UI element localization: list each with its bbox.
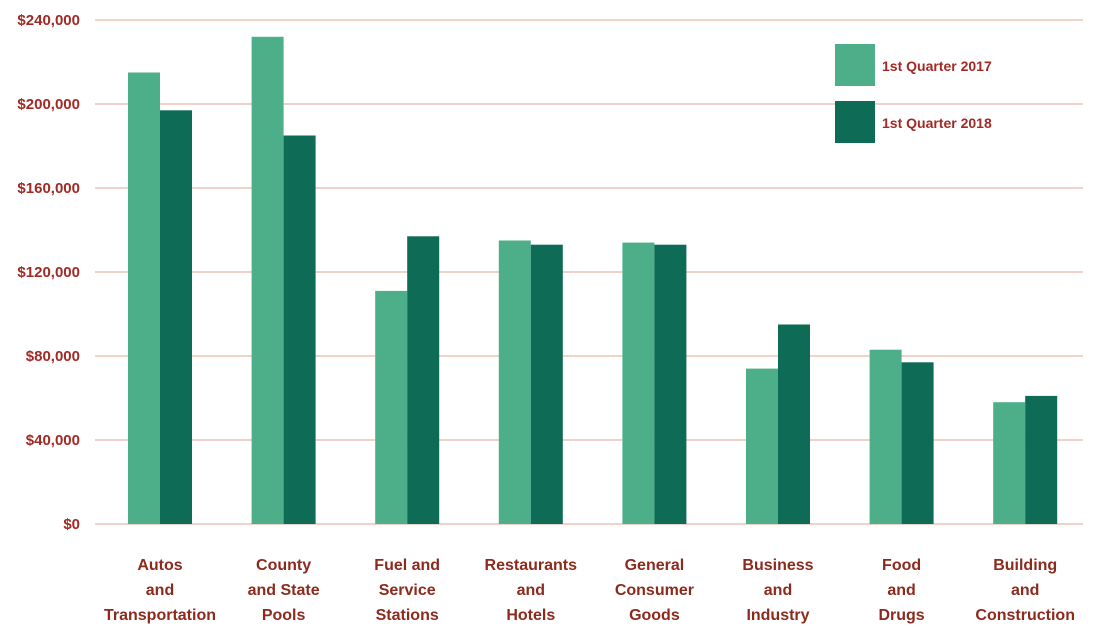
bar-q1-2018 — [407, 236, 440, 525]
y-tick-label: $40,000 — [26, 432, 80, 449]
bar-q1-2018 — [654, 244, 687, 524]
bar-q1-2017 — [746, 368, 778, 524]
x-tick-label: Restaurants and Hotels — [485, 557, 578, 624]
legend: 1st Quarter 2017 1st Quarter 2018 — [835, 44, 992, 143]
y-tick-label: $160,000 — [17, 180, 80, 197]
bar-q1-2018 — [160, 110, 192, 525]
bar-q1-2017 — [869, 349, 902, 524]
bar-q1-2017 — [498, 240, 531, 524]
y-tick-label: $200,000 — [17, 96, 80, 113]
x-tick-label: Business and Industry — [742, 557, 813, 624]
bar-q1-2018 — [283, 135, 316, 524]
bars — [128, 36, 1058, 525]
x-tick-label: County and State Pools — [248, 557, 320, 624]
bar-q1-2017 — [251, 36, 284, 525]
bar-q1-2018 — [1025, 395, 1058, 524]
bar-q1-2018 — [530, 244, 563, 524]
legend-label: 1st Quarter 2017 — [882, 58, 992, 74]
x-tick-label: Autos and Transportation — [104, 557, 216, 624]
bar-q1-2017 — [128, 72, 160, 524]
x-tick-label: Fuel and Service Stations — [374, 557, 440, 624]
y-tick-label: $120,000 — [17, 264, 80, 281]
x-tick-label: General Consumer Goods — [615, 557, 694, 624]
legend-label: 1st Quarter 2018 — [882, 115, 992, 131]
bar-q1-2017 — [375, 290, 408, 524]
bar-q1-2018 — [778, 324, 810, 524]
bar-q1-2017 — [993, 402, 1026, 524]
y-tick-label: $0 — [63, 516, 80, 533]
legend-swatch — [835, 44, 875, 86]
bar-q1-2017 — [622, 242, 655, 524]
x-tick-label: Food and Drugs — [878, 557, 924, 624]
bar-q1-2018 — [901, 362, 934, 524]
legend-swatch — [835, 101, 875, 143]
y-tick-label: $80,000 — [26, 348, 80, 365]
y-tick-label: $240,000 — [17, 12, 80, 29]
x-tick-label: Building and Construction — [975, 557, 1075, 624]
gridlines — [95, 19, 1083, 525]
